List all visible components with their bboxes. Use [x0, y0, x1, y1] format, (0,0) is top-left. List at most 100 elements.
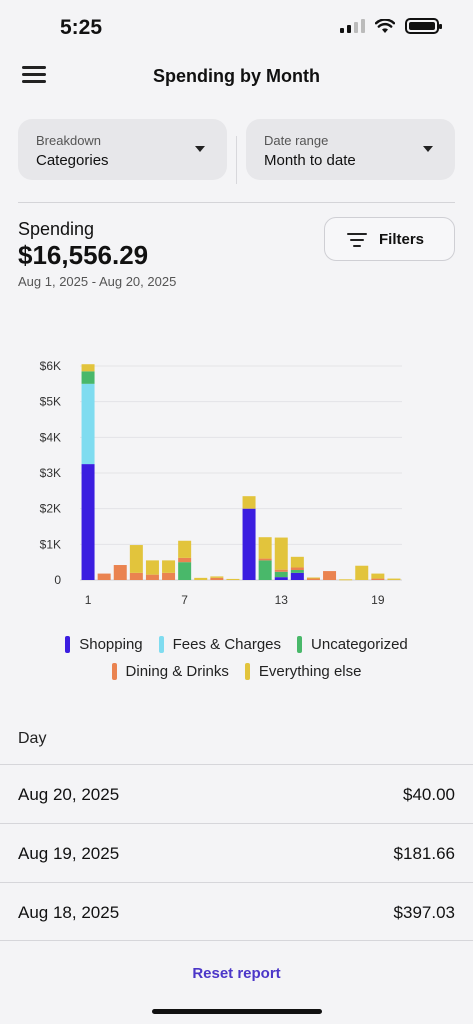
bar-segment [81, 383, 95, 465]
bar-segment [274, 577, 288, 580]
legend-item: Uncategorized [297, 636, 408, 653]
bar-segment [178, 557, 192, 563]
y-tick-label: $4K [40, 430, 61, 444]
date-range-select[interactable]: Date range Month to date [246, 119, 455, 180]
breakdown-select[interactable]: Breakdown Categories [18, 119, 227, 180]
bar-segment [242, 508, 256, 580]
date-range-value: Month to date [264, 152, 356, 169]
y-tick-label: $3K [40, 466, 61, 480]
y-tick-label: $2K [40, 502, 61, 516]
bar-segment [306, 577, 320, 579]
legend-label: Dining & Drinks [125, 663, 229, 680]
bar-segment [81, 364, 95, 372]
bar-segment [210, 576, 224, 578]
bar-segment [162, 572, 176, 580]
y-tick-label: 0 [54, 573, 61, 587]
bar-segment [274, 569, 288, 572]
filters-label: Filters [379, 231, 425, 248]
bar-segment [145, 560, 159, 575]
caret-down-icon [195, 146, 205, 152]
bar-segment [178, 540, 192, 558]
y-tick-label: $5K [40, 395, 61, 409]
list-item[interactable]: Aug 19, 2025 $181.66 [0, 823, 473, 882]
legend-swatch [158, 636, 164, 653]
list-item-date: Aug 19, 2025 [18, 844, 120, 863]
bar-segment [339, 579, 353, 581]
bar-segment [97, 573, 111, 580]
list-item-date: Aug 18, 2025 [18, 903, 120, 922]
bar-segment [306, 578, 320, 580]
bar-segment [178, 562, 192, 580]
status-bar: 5:25 [0, 0, 473, 56]
spending-bar-chart[interactable]: 0 $1K $2K $3K $4K $5K $6K 1 7 13 19 [0, 350, 473, 610]
bar-segment [162, 560, 176, 573]
spending-date-range: Aug 1, 2025 - Aug 20, 2025 [18, 274, 177, 289]
legend-swatch [65, 636, 71, 653]
spending-total: $16,556.29 [18, 240, 149, 270]
list-item[interactable]: Aug 18, 2025 $397.03 [0, 882, 473, 941]
date-range-label: Date range [264, 133, 329, 148]
home-indicator [152, 1009, 322, 1014]
filter-icon [347, 233, 367, 247]
status-time: 5:25 [60, 16, 103, 39]
legend-item: Everything else [244, 663, 361, 680]
bar-segment [290, 567, 304, 571]
bar-segment [371, 578, 385, 580]
bar-segment [274, 571, 288, 578]
x-tick-label: 13 [275, 593, 289, 607]
day-list-header: Day [18, 730, 47, 747]
legend-item: Fees & Charges [158, 636, 281, 653]
bar-segment [129, 545, 143, 573]
bar-segment [194, 577, 208, 580]
cellular-signal-icon [340, 19, 365, 33]
battery-icon [405, 18, 442, 34]
y-tick-label: $6K [40, 359, 61, 373]
legend-label: Uncategorized [311, 636, 408, 653]
bar-segment [387, 578, 401, 580]
status-icons [340, 18, 442, 34]
x-tick-label: 1 [85, 593, 92, 607]
divider [18, 202, 455, 203]
list-item[interactable]: Aug 20, 2025 $40.00 [0, 764, 473, 823]
bar-segment [81, 371, 95, 384]
divider [236, 136, 237, 184]
breakdown-label: Breakdown [36, 133, 102, 148]
reset-report-button[interactable]: Reset report [192, 965, 281, 982]
legend-item: Dining & Drinks [111, 663, 229, 680]
legend-swatch [111, 663, 117, 680]
filters-button[interactable]: Filters [324, 217, 455, 261]
bar-segment [274, 537, 288, 570]
spending-label: Spending [18, 219, 95, 239]
breakdown-value: Categories [36, 152, 109, 169]
legend-item: Shopping [65, 636, 143, 653]
day-list: Aug 20, 2025 $40.00 Aug 19, 2025 $181.66… [0, 764, 473, 941]
list-item-amount: $397.03 [393, 903, 455, 922]
y-tick-label: $1K [40, 537, 61, 551]
wifi-icon [375, 18, 395, 33]
bar-segment [129, 572, 143, 580]
legend-label: Shopping [79, 636, 143, 653]
list-item-date: Aug 20, 2025 [18, 785, 120, 804]
bar-segment [258, 560, 272, 580]
legend-swatch [297, 636, 303, 653]
bar-segment [210, 577, 224, 580]
bar-segment [145, 574, 159, 580]
x-tick-label: 7 [181, 593, 188, 607]
chart-legend: Shopping Fees & Charges Uncategorized Dini… [0, 636, 473, 690]
bar-segment [258, 558, 272, 561]
bar-segment [290, 556, 304, 568]
bar-segment [242, 496, 256, 509]
bar-segment [290, 570, 304, 573]
page-title: Spending by Month [153, 66, 320, 86]
menu-icon[interactable] [22, 66, 46, 86]
x-tick-label: 19 [371, 593, 385, 607]
bar-segment [371, 573, 385, 579]
bar-segment [113, 565, 127, 580]
caret-down-icon [423, 146, 433, 152]
bar-segment [355, 565, 369, 580]
list-item-amount: $181.66 [393, 844, 455, 863]
bar-segment [226, 578, 240, 580]
bar-segment [323, 571, 337, 580]
list-item-amount: $40.00 [403, 785, 455, 804]
legend-swatch [244, 663, 250, 680]
